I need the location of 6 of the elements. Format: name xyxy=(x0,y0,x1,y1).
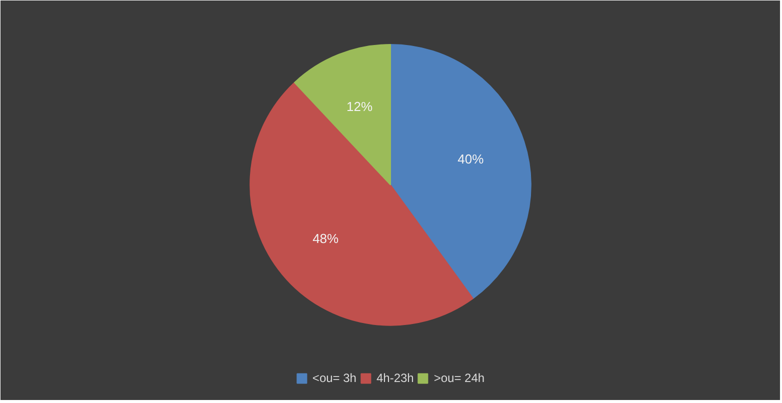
data-label: 40% xyxy=(458,151,484,166)
legend-label: 4h-23h xyxy=(376,371,414,385)
legend-label: >ou= 24h xyxy=(434,371,485,385)
legend-label: <ou= 3h xyxy=(312,371,356,385)
data-label: 48% xyxy=(312,231,340,246)
data-label: 12% xyxy=(346,99,373,114)
